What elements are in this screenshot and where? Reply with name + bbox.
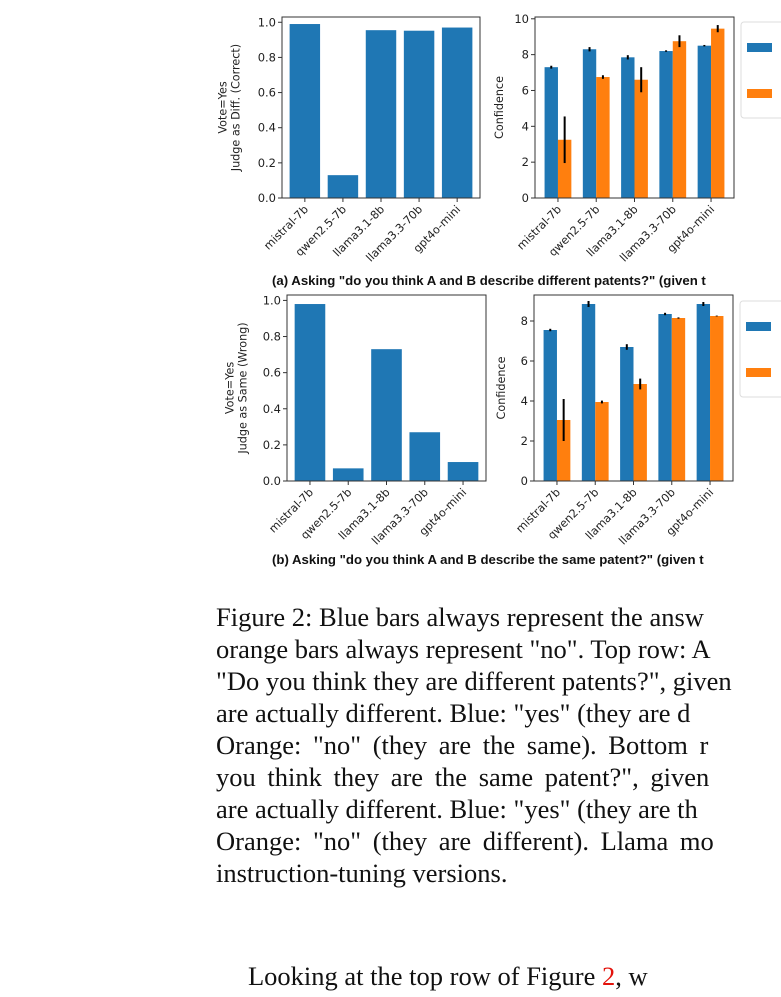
bar-no [671,318,686,481]
bar-no [557,139,572,198]
y-tick-label: 0.0 [263,474,281,488]
bar-yes [621,57,635,199]
y-tick-label: 0.6 [258,86,276,100]
bar-yes [582,49,597,198]
legend-swatch-yes [746,322,771,331]
bar [294,304,326,481]
bar [327,175,359,198]
bar-yes [659,51,673,199]
y-tick-label: 0.8 [258,50,276,64]
y-tick-label: 2 [522,155,529,169]
y-axis-label: Judge as Same (Wrong) [237,322,250,454]
chart-b-left: 0.00.20.40.60.81.0mistral-7bqwen2.5-7bll… [224,293,487,547]
caption-line: Orange: "no" (they are different). Llama… [216,826,714,856]
subcaption-a: (a) Asking "do you think A and B describ… [272,273,706,288]
chart-a-left: 0.00.20.40.60.81.0mistral-7bqwen2.5-7bll… [217,15,481,264]
figure-2: 0.0 0.2 0.4 0.6 0.8 1.0 mistral-7b qwen2.5-7b ll… [217,12,781,567]
body-text: , w [615,961,648,991]
bar-yes [544,67,558,198]
legend-box [740,21,781,119]
bar [289,24,321,198]
bar-no [556,420,571,481]
y-tick-label: 0.2 [258,156,276,170]
y-tick-label: 8 [521,314,528,328]
bar-no [672,41,687,198]
legend-swatch-no [746,368,771,377]
bar-yes [620,347,634,481]
subcaption-b: (b) Asking "do you think A and B describ… [272,552,704,567]
caption-line: Figure 2: Blue bars always represent the… [216,602,704,632]
y-axis-label: Judge as Diff. (Correct) [230,44,243,172]
bar-yes [543,330,557,481]
bar [403,30,435,198]
bar [332,468,364,481]
caption-line: orange bars always represent "no". Top r… [216,634,711,664]
y-tick-label: 0.4 [263,402,281,416]
y-tick-label: 0.0 [258,191,276,205]
bar [365,30,397,198]
bar-yes [658,314,672,481]
figure-2-charts: 0.00.20.40.60.81.0mistral-7bqwen2.5-7bll… [217,12,781,547]
y-tick-label: 0 [521,474,528,488]
figure-caption: Figure 2: Blue bars always represent the… [216,601,781,889]
y-tick-label: 0.4 [258,121,276,135]
legend-swatch-yes [747,43,772,52]
body-text: Looking at the top row of Figure [248,961,603,991]
y-tick-label: 8 [522,48,529,62]
y-tick-label: 6 [522,83,529,97]
bar-yes [696,304,711,481]
y-tick-label: 10 [514,12,529,26]
bar-no [711,28,725,199]
bar-no [710,316,724,481]
caption-line: you think they are the same patent?", gi… [216,762,710,792]
y-tick-label: 0.8 [263,330,281,344]
y-axis-label: Vote=Yes [217,81,230,134]
chart-b-right: 02468mistral-7bqwen2.5-7bllama3.1-8bllam… [495,294,781,547]
bar [447,462,479,481]
bar-no [596,77,610,198]
bar [409,432,441,481]
y-tick-label: 0.2 [263,438,281,452]
y-tick-label: 2 [521,434,528,448]
caption-line: are actually different. Blue: "yes" (the… [216,698,691,728]
bar-yes [581,304,596,481]
y-tick-label: 0 [522,191,529,205]
y-tick-label: 1.0 [258,15,276,29]
caption-line: are actually different. Blue: "yes" (the… [216,794,698,824]
bar-yes [697,45,712,199]
y-tick-label: 4 [522,119,529,133]
y-axis-label: Vote=Yes [224,362,237,415]
caption-line: instruction-tuning versions. [216,858,508,888]
y-tick-label: 1.0 [263,293,281,307]
figure-reference-link[interactable]: 2 [602,961,616,991]
bar-no [595,402,609,481]
y-axis-label: Confidence [495,356,508,419]
caption-line: "Do you think they are different patents… [216,666,732,696]
body-paragraph: Looking at the top row of Figure 2, w [248,960,648,992]
caption-line: Orange: "no" (they are the same). Bottom… [216,730,709,760]
y-tick-label: 6 [521,354,528,368]
bar [441,27,473,199]
legend-swatch-no [747,89,772,98]
chart-a-right: 0246810mistral-7bqwen2.5-7bllama3.1-8bll… [493,12,781,264]
bar-no [634,79,648,198]
y-tick-label: 0.6 [263,366,281,380]
y-tick-label: 4 [521,394,528,408]
bar-no [633,384,647,481]
y-axis-label: Confidence [493,76,506,139]
legend-box [739,300,781,398]
bar [371,349,402,481]
